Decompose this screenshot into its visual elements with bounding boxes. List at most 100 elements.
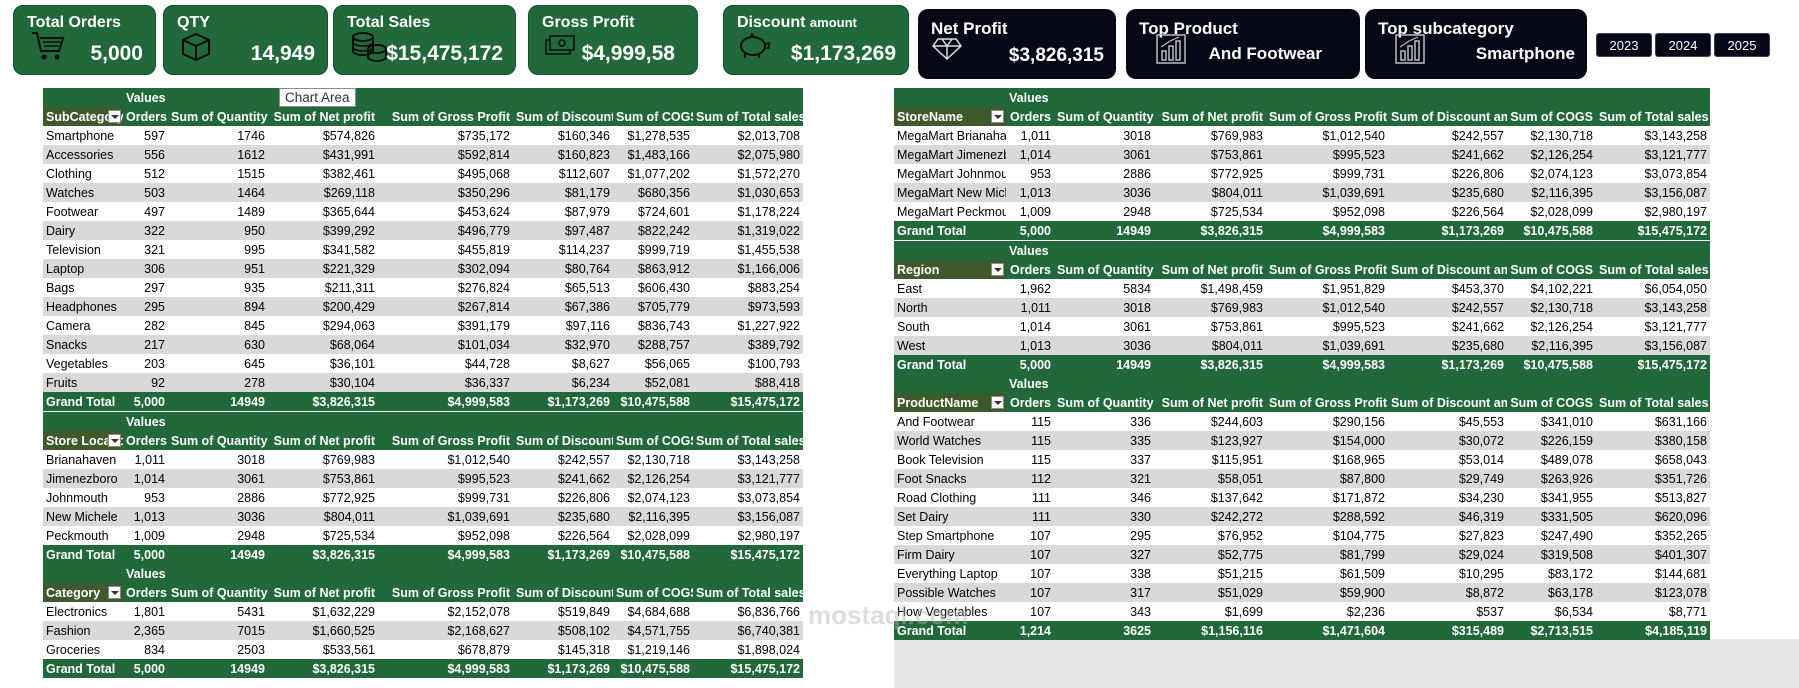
table-row[interactable]: Bags 297 935 $211,311 $276,824 $65,513 $606,43… — [43, 278, 803, 297]
value-cell: $51,029 — [1154, 583, 1266, 602]
value-cell: $242,557 — [1388, 298, 1507, 317]
value-cell: $804,011 — [268, 507, 378, 526]
row-field-header[interactable]: Store Location — [43, 431, 123, 450]
value-cell: 1,011 — [1006, 298, 1054, 317]
value-cell: $83,172 — [1507, 564, 1596, 583]
row-field-label: Category — [46, 585, 101, 600]
value-cell: 2886 — [168, 488, 268, 507]
value-cell: $30,072 — [1388, 431, 1507, 450]
filter-dropdown-icon[interactable] — [108, 586, 121, 599]
row-field-header[interactable]: Region — [894, 260, 1006, 279]
table-row[interactable]: Snacks 217 630 $68,064 $101,034 $32,970 $288,7… — [43, 335, 803, 354]
table-row[interactable]: Jimenezboro 1,014 3061 $753,861 $995,523 $241… — [43, 469, 803, 488]
value-cell: 1489 — [168, 202, 268, 221]
value-cell: $10,295 — [1388, 564, 1507, 583]
watermark-text: mostaql.com — [808, 600, 969, 630]
table-row[interactable]: Smartphone 597 1746 $574,826 $735,172 $160,34… — [43, 126, 803, 145]
value-cell: $88,418 — [693, 373, 803, 392]
value-cell: $2,116,395 — [1507, 183, 1596, 202]
table-row[interactable]: Peckmouth 1,009 2948 $725,534 $952,098 $226,5… — [43, 526, 803, 545]
filter-dropdown-icon[interactable] — [991, 396, 1004, 409]
table-row[interactable]: Dairy 322 950 $399,292 $496,779 $97,487 $822,2… — [43, 221, 803, 240]
value-cell: $6,740,381 — [693, 621, 803, 640]
column-header: Sum of Gross Profit — [1266, 107, 1388, 126]
sheet-background — [894, 639, 1799, 688]
value-cell: 112 — [1006, 469, 1054, 488]
table-row[interactable]: And Footwear 115 336 $244,603 $290,156 $45,55… — [894, 412, 1710, 431]
blank-cell — [1154, 88, 1266, 107]
filter-dropdown-icon[interactable] — [991, 110, 1004, 123]
value-cell: $160,346 — [513, 126, 613, 145]
value-cell: $302,094 — [378, 259, 513, 278]
blank-cell — [1507, 88, 1596, 107]
table-row[interactable]: East 1,962 5834 $1,498,459 $1,951,829 $453,37… — [894, 279, 1710, 298]
table-row[interactable]: West 1,013 3036 $804,011 $1,039,691 $235,680 $… — [894, 336, 1710, 355]
value-cell: 343 — [1054, 602, 1154, 621]
grand-total-label: Grand Total — [894, 221, 1006, 240]
row-field-header[interactable]: ProductName — [894, 393, 1006, 412]
value-cell: $58,051 — [1154, 469, 1266, 488]
value-cell: $350,296 — [378, 183, 513, 202]
table-row[interactable]: Possible Watches 107 317 $51,029 $59,900 $8,8… — [894, 583, 1710, 602]
table-row[interactable]: Set Dairy 111 330 $242,272 $288,592 $46,319 $3… — [894, 507, 1710, 526]
table-row[interactable]: Road Clothing 111 346 $137,642 $171,872 $34,2… — [894, 488, 1710, 507]
value-cell: 107 — [1006, 602, 1054, 621]
table-row[interactable]: Step Smartphone 107 295 $76,952 $104,775 $27,… — [894, 526, 1710, 545]
table-row[interactable]: MegaMart Johnmouth9532886$772,925$999,73… — [894, 164, 1710, 183]
row-field-header[interactable]: SubCategory — [43, 107, 123, 126]
table-row[interactable]: Fashion 2,365 7015 $1,660,525 $2,168,627 $508… — [43, 621, 803, 640]
table-row[interactable]: Fruits 92 278 $30,104 $36,337 $6,234 $52,081 $8… — [43, 373, 803, 392]
value-cell: 1,962 — [1006, 279, 1054, 298]
table-row[interactable]: Foot Snacks 112 321 $58,051 $87,800 $29,749 $2… — [894, 469, 1710, 488]
pivot-table-product-name: Values ProductName Orders Sum of Quantity Su… — [894, 374, 1710, 640]
table-row[interactable]: Johnmouth 953 2886 $772,925 $999,731 $226,806… — [43, 488, 803, 507]
value-cell: $63,178 — [1507, 583, 1596, 602]
table-row[interactable]: North 1,011 3018 $769,983 $1,012,540 $242,557… — [894, 298, 1710, 317]
table-row[interactable]: Book Television 115 337 $115,951 $168,965 $53… — [894, 450, 1710, 469]
value-cell: $995,523 — [1266, 317, 1388, 336]
table-row[interactable]: Footwear 497 1489 $365,644 $453,624 $87,979 $7… — [43, 202, 803, 221]
blank-cell — [1154, 374, 1266, 393]
table-row[interactable]: MegaMart Peckmouth1,0092948$725,534$952,… — [894, 202, 1710, 221]
grand-total-value: $4,999,583 — [378, 545, 513, 564]
row-label: Firm Dairy — [894, 545, 1006, 564]
table-row[interactable]: MegaMart Jimenezboro1,0143061$753,861$99… — [894, 145, 1710, 164]
table-row[interactable]: Brianahaven 1,011 3018 $769,983 $1,012,540 $2… — [43, 450, 803, 469]
value-cell: $242,557 — [513, 450, 613, 469]
filter-dropdown-icon[interactable] — [108, 434, 121, 447]
value-cell: $455,819 — [378, 240, 513, 259]
table-row[interactable]: Groceries 834 2503 $533,561 $678,879 $145,318… — [43, 640, 803, 659]
value-cell: 1515 — [168, 164, 268, 183]
table-row[interactable]: Vegetables 203 645 $36,101 $44,728 $8,627 $56,… — [43, 354, 803, 373]
table-row[interactable]: Clothing 512 1515 $382,461 $495,068 $112,607 $… — [43, 164, 803, 183]
column-header: Orders — [123, 431, 168, 450]
column-header: Sum of COGS — [613, 431, 693, 450]
year-2025-button[interactable]: 2025 — [1714, 33, 1770, 57]
grand-total-value: 5,000 — [123, 545, 168, 564]
grand-total-value: $315,489 — [1388, 621, 1507, 640]
table-row[interactable]: New Michele 1,013 3036 $804,011 $1,039,691 $2… — [43, 507, 803, 526]
table-row[interactable]: Firm Dairy 107 327 $52,775 $81,799 $29,024 $31… — [894, 545, 1710, 564]
table-row[interactable]: World Watches 115 335 $123,927 $154,000 $30,0… — [894, 431, 1710, 450]
table-row[interactable]: Watches 503 1464 $269,118 $350,296 $81,179 $68… — [43, 183, 803, 202]
row-field-header[interactable]: StoreName — [894, 107, 1006, 126]
column-header: Sum of Gross Profit — [378, 107, 513, 126]
table-row[interactable]: MegaMart New Michele1,0133036$804,011$1,… — [894, 183, 1710, 202]
filter-dropdown-icon[interactable] — [108, 110, 121, 123]
table-row[interactable]: Headphones 295 894 $200,429 $267,814 $67,386 $… — [43, 297, 803, 316]
year-2024-button[interactable]: 2024 — [1655, 33, 1711, 57]
row-field-header[interactable]: Category — [43, 583, 123, 602]
table-row[interactable]: Laptop 306 951 $221,329 $302,094 $80,764 $863,… — [43, 259, 803, 278]
table-row[interactable]: Television 321 995 $341,582 $455,819 $114,237… — [43, 240, 803, 259]
value-cell: 1,014 — [1006, 317, 1054, 336]
table-row[interactable]: Camera 282 845 $294,063 $391,179 $97,116 $836,… — [43, 316, 803, 335]
table-row[interactable]: South 1,014 3061 $753,861 $995,523 $241,662 $2… — [894, 317, 1710, 336]
table-row[interactable]: Accessories 556 1612 $431,991 $592,814 $160,8… — [43, 145, 803, 164]
filter-dropdown-icon[interactable] — [991, 263, 1004, 276]
table-row[interactable]: Everything Laptop 107 338 $51,215 $61,509 $10… — [894, 564, 1710, 583]
year-2023-button[interactable]: 2023 — [1596, 33, 1652, 57]
table-row[interactable]: Electronics 1,801 5431 $1,632,229 $2,152,078… — [43, 602, 803, 621]
table-row[interactable]: How Vegetables 107 343 $1,699 $2,236 $537 $6,5… — [894, 602, 1710, 621]
row-field-label: StoreName — [897, 109, 963, 124]
table-row[interactable]: MegaMart Brianahaven1,0113018$769,983$1,… — [894, 126, 1710, 145]
